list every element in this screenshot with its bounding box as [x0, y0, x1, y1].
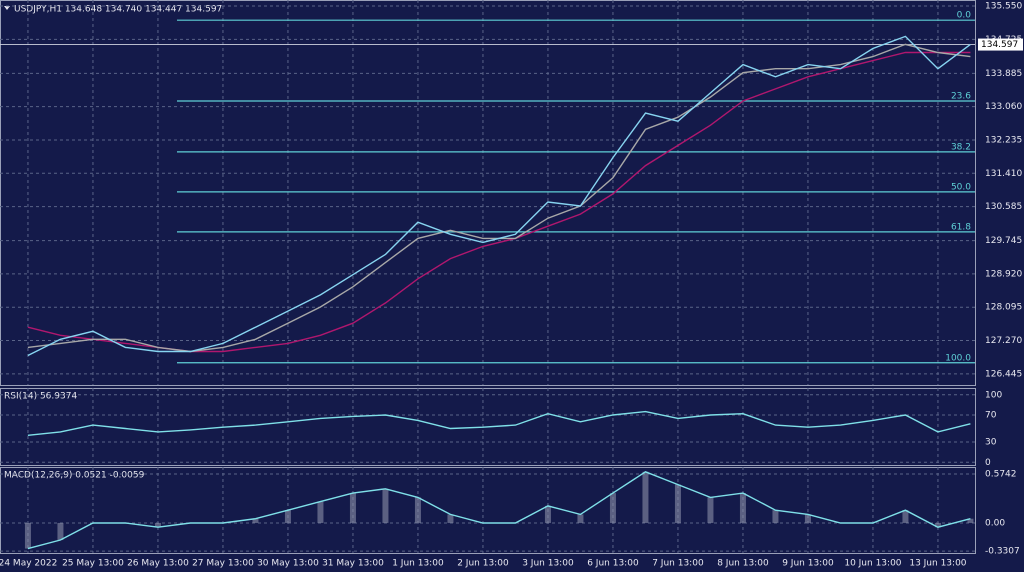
y-tick-label: 131.410: [985, 169, 1022, 179]
x-tick-label: 10 Jun 13:00: [844, 559, 901, 569]
macd-title: MACD(12,26,9) 0.0521 -0.0059: [4, 471, 145, 481]
macd-bar: [804, 514, 811, 523]
chart-title: USDJPY,H1 134.648 134.740 134.447 134.59…: [14, 5, 222, 15]
macd-bar: [934, 522, 941, 528]
last-price-label: 134.597: [981, 40, 1018, 50]
fib-label: 50.0: [951, 182, 971, 192]
x-tick-label: 7 Jun 13:00: [652, 559, 704, 569]
x-tick-label: 25 May 13:00: [62, 559, 124, 569]
x-tick-label: 31 May 13:00: [322, 559, 384, 569]
macd-bar: [252, 518, 259, 523]
y-tick-label: 30: [985, 438, 997, 448]
macd-bar: [284, 510, 291, 523]
macd-bar: [902, 510, 909, 523]
x-tick-label: 2 Jun 13:00: [457, 559, 509, 569]
y-tick-label: 135.550: [985, 2, 1022, 12]
macd-bar: [447, 514, 454, 523]
macd-bar: [772, 510, 779, 523]
macd-bar: [544, 505, 551, 523]
symbol-arrow: [4, 6, 10, 10]
y-tick-label: 133.885: [985, 69, 1022, 79]
last-price-box: [978, 38, 1023, 51]
y-tick-label: 0.00: [985, 518, 1005, 528]
macd-bar: [707, 497, 714, 523]
y-tick-label: 0: [985, 458, 991, 468]
x-tick-label: 3 Jun 13:00: [522, 559, 574, 569]
macd-bar: [317, 501, 324, 523]
macd-bar: [24, 522, 31, 549]
y-tick-label: 70: [985, 411, 997, 421]
y-tick-label: 100: [985, 390, 1002, 400]
macd-bar: [414, 497, 421, 523]
macd-bar: [577, 514, 584, 523]
macd-bar: [642, 471, 649, 523]
series-line: [27, 410, 971, 436]
series-line: [27, 35, 971, 357]
y-tick-label: 0.5742: [985, 469, 1017, 479]
y-tick-label: 133.060: [985, 102, 1022, 112]
macd-bar: [739, 493, 746, 523]
y-tick-label: 127.270: [985, 336, 1022, 346]
series-line: [27, 471, 971, 550]
macd-bar: [349, 493, 356, 523]
x-tick-label: 13 Jun 13:00: [909, 559, 966, 569]
panel-frame: [0, 467, 976, 554]
x-tick-label: 30 May 13:00: [257, 559, 319, 569]
x-tick-label: 26 May 13:00: [127, 559, 189, 569]
fib-label: 0.0: [957, 11, 972, 21]
macd-bar: [967, 518, 974, 523]
y-tick-label: 126.445: [985, 369, 1022, 379]
panel-frame: [0, 388, 976, 466]
x-tick-label: 24 May 2022: [0, 559, 57, 569]
x-tick-label: 8 Jun 13:00: [717, 559, 769, 569]
y-tick-label: 132.235: [985, 135, 1022, 145]
fib-label: 61.8: [951, 222, 971, 232]
y-tick-label: 130.585: [985, 202, 1022, 212]
y-tick-label: 128.095: [985, 303, 1022, 313]
x-tick-label: 1 Jun 13:00: [392, 559, 444, 569]
macd-bar: [57, 522, 64, 541]
y-tick-label: 129.745: [985, 236, 1022, 246]
fib-label: 38.2: [951, 142, 971, 152]
macd-bar: [674, 484, 681, 523]
fib-label: 23.6: [951, 91, 971, 101]
x-tick-label: 27 May 13:00: [192, 559, 254, 569]
x-tick-label: 9 Jun 13:00: [782, 559, 834, 569]
fib-label: 100.0: [945, 353, 971, 363]
macd-bar: [382, 488, 389, 523]
panel-frame: [0, 0, 976, 386]
y-tick-label: -0.3307: [985, 547, 1020, 557]
macd-bar: [609, 493, 616, 523]
x-tick-label: 6 Jun 13:00: [587, 559, 639, 569]
macd-bar: [154, 522, 161, 528]
rsi-title: RSI(14) 56.9374: [4, 392, 77, 402]
y-tick-label: 128.920: [985, 269, 1022, 279]
